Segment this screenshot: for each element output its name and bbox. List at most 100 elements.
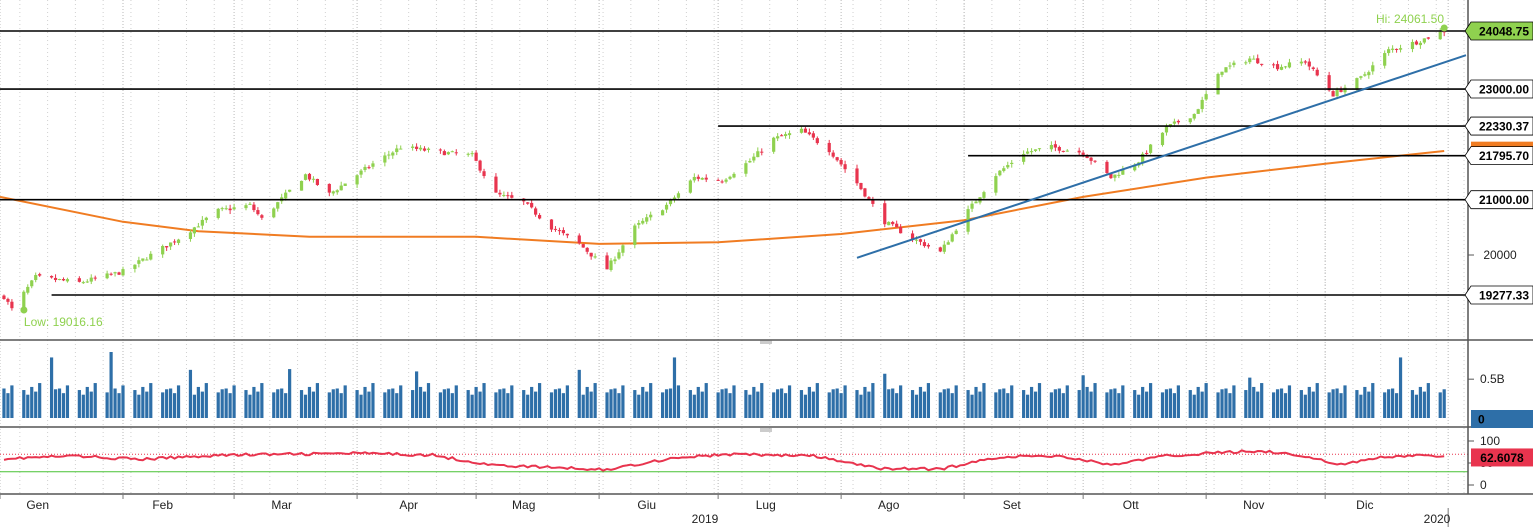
volume-bar xyxy=(26,394,30,418)
volume-bar xyxy=(664,389,669,418)
candle-body xyxy=(1299,61,1303,64)
volume-bar xyxy=(311,391,316,418)
volume-bar xyxy=(172,393,177,418)
volume-bar xyxy=(1398,357,1403,418)
candle-body xyxy=(1418,42,1422,46)
candle-body xyxy=(1164,126,1169,133)
volume-bar xyxy=(891,388,895,418)
volume-bar xyxy=(1029,386,1034,418)
volume-bar xyxy=(720,389,724,418)
volume-bar xyxy=(1065,385,1069,418)
candle-body xyxy=(220,208,224,210)
candle-body xyxy=(1117,174,1121,176)
candle-body xyxy=(288,189,292,192)
candle-body xyxy=(1061,150,1065,152)
candle-body xyxy=(311,178,316,180)
level-badge xyxy=(1464,285,1533,305)
volume-bar xyxy=(855,390,859,418)
candle-body xyxy=(299,180,304,191)
candle-body xyxy=(1089,157,1093,161)
candle-body xyxy=(1026,151,1030,154)
candle-body xyxy=(1220,71,1224,75)
candle-body xyxy=(383,155,387,163)
candle-body xyxy=(1335,90,1339,96)
volume-bar xyxy=(910,390,915,418)
candle-body xyxy=(307,173,312,180)
volume-bar xyxy=(950,393,954,418)
candle-body xyxy=(783,134,788,137)
rsi-line xyxy=(3,449,1445,472)
candle-body xyxy=(113,272,117,274)
high-label: Hi: 24061.50 xyxy=(1376,12,1444,26)
volume-bar xyxy=(1026,394,1030,418)
volume-bar xyxy=(1002,388,1006,418)
candle-body xyxy=(744,163,748,174)
candle-body xyxy=(565,233,569,236)
candle-body xyxy=(637,222,641,225)
candle-body xyxy=(815,138,819,144)
candle-body xyxy=(331,191,335,194)
volume-bar xyxy=(534,391,538,418)
month-label-lug: Lug xyxy=(756,498,776,512)
volume-bar xyxy=(621,385,625,418)
volume-bar xyxy=(498,389,502,418)
volume-bar xyxy=(252,386,256,418)
candle-body xyxy=(38,274,42,276)
high-marker xyxy=(1440,24,1448,32)
candle-body xyxy=(974,201,978,204)
volume-bar xyxy=(288,369,292,418)
month-label-giu: Giu xyxy=(637,498,656,512)
candle-body xyxy=(534,208,538,215)
candle-body xyxy=(414,146,419,149)
candle-body xyxy=(367,167,371,169)
volume-bar xyxy=(1387,389,1391,418)
candle-body xyxy=(252,204,256,211)
volume-bar xyxy=(867,391,871,418)
volume-bar xyxy=(276,389,280,418)
candle-body xyxy=(704,177,708,180)
candle-body xyxy=(395,148,399,153)
volume-bar xyxy=(1371,383,1375,418)
candle-body xyxy=(780,135,784,137)
volume-bar xyxy=(422,391,427,418)
candle-body xyxy=(510,195,514,198)
candle-body xyxy=(716,179,720,181)
candle-body xyxy=(561,230,565,234)
candle-body xyxy=(327,183,331,193)
volume-bar xyxy=(704,383,708,418)
volume-bar xyxy=(899,385,903,418)
candle-body xyxy=(276,202,280,209)
candle-body xyxy=(1339,89,1343,92)
candle-body xyxy=(950,234,954,242)
candle-body xyxy=(1081,152,1085,155)
rsi-last-label: 62.6078 xyxy=(1480,451,1524,465)
candle-body xyxy=(1410,41,1415,50)
candle-body xyxy=(1057,147,1061,151)
volume-bar xyxy=(1200,391,1204,418)
trendline xyxy=(856,54,1467,259)
candle-body xyxy=(494,176,498,193)
candle-body xyxy=(1109,173,1113,179)
volume-bar xyxy=(787,385,792,418)
volume-bar xyxy=(1283,393,1288,418)
candle-body xyxy=(450,151,454,153)
candle-body xyxy=(418,147,423,150)
volume-bar xyxy=(470,394,474,418)
month-label-feb: Feb xyxy=(152,498,173,512)
candle-body xyxy=(668,199,673,205)
candle-body xyxy=(835,157,839,161)
candle-body xyxy=(1232,62,1236,66)
candle-body xyxy=(1371,65,1375,72)
volume-bar xyxy=(383,392,387,418)
volume-bar xyxy=(1327,392,1331,418)
volume-bar xyxy=(1438,392,1442,418)
volume-bar xyxy=(363,386,367,418)
candle-body xyxy=(53,277,58,281)
volume-bar xyxy=(565,385,569,418)
volume-bar xyxy=(954,385,958,418)
candle-body xyxy=(954,230,958,234)
volume-bar xyxy=(1141,386,1145,418)
volume-bar xyxy=(196,386,200,418)
candle-body xyxy=(1228,65,1232,67)
level-label: 19277.33 xyxy=(1479,289,1529,303)
